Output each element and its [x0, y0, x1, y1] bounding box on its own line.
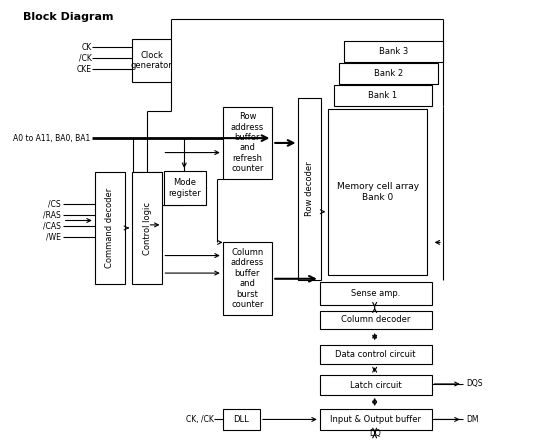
Text: Row decoder: Row decoder — [305, 161, 314, 216]
Polygon shape — [132, 172, 162, 284]
Text: Latch circuit: Latch circuit — [350, 381, 401, 389]
Text: DQ: DQ — [369, 429, 381, 438]
Polygon shape — [299, 98, 321, 280]
Polygon shape — [333, 85, 432, 106]
Polygon shape — [339, 63, 437, 84]
Text: Command decoder: Command decoder — [106, 188, 114, 268]
Text: CK, /CK: CK, /CK — [186, 415, 214, 424]
Text: /WE: /WE — [46, 232, 61, 241]
Text: Memory cell array
Bank 0: Memory cell array Bank 0 — [337, 182, 419, 202]
Polygon shape — [344, 41, 443, 62]
Polygon shape — [132, 39, 171, 82]
Text: /CAS: /CAS — [43, 221, 61, 230]
Text: Column decoder: Column decoder — [341, 315, 411, 325]
Text: Sense amp.: Sense amp. — [351, 289, 400, 298]
Text: /CK: /CK — [79, 54, 92, 63]
Text: CKE: CKE — [77, 65, 92, 74]
Polygon shape — [319, 311, 431, 329]
Text: DLL: DLL — [234, 415, 249, 424]
Text: Block Diagram: Block Diagram — [23, 12, 113, 22]
Text: Bank 3: Bank 3 — [379, 47, 408, 56]
Text: A0 to A11, BA0, BA1: A0 to A11, BA0, BA1 — [13, 134, 91, 142]
Polygon shape — [95, 172, 125, 284]
Text: Clock
generator: Clock generator — [131, 51, 173, 70]
Text: Row
address
buffer
and
refresh
counter: Row address buffer and refresh counter — [231, 112, 264, 173]
Text: Column
address
buffer
and
burst
counter: Column address buffer and burst counter — [231, 248, 264, 309]
Text: /RAS: /RAS — [43, 210, 61, 219]
Text: Bank 1: Bank 1 — [368, 91, 398, 100]
Text: DQS: DQS — [466, 379, 483, 389]
Polygon shape — [164, 171, 206, 205]
Text: Control logic: Control logic — [143, 202, 152, 254]
Text: CK: CK — [82, 43, 92, 52]
Text: Data control circuit: Data control circuit — [336, 350, 416, 359]
Text: Input & Output buffer: Input & Output buffer — [330, 415, 421, 424]
Text: DM: DM — [466, 415, 479, 424]
Text: Bank 2: Bank 2 — [374, 69, 403, 78]
Polygon shape — [319, 282, 431, 305]
Polygon shape — [222, 107, 272, 179]
Text: /CS: /CS — [48, 199, 61, 208]
Polygon shape — [319, 409, 431, 430]
Polygon shape — [319, 375, 431, 395]
Polygon shape — [222, 409, 260, 430]
Polygon shape — [319, 344, 431, 364]
Polygon shape — [222, 243, 272, 315]
Text: Mode
register: Mode register — [168, 178, 201, 198]
Polygon shape — [328, 109, 427, 275]
